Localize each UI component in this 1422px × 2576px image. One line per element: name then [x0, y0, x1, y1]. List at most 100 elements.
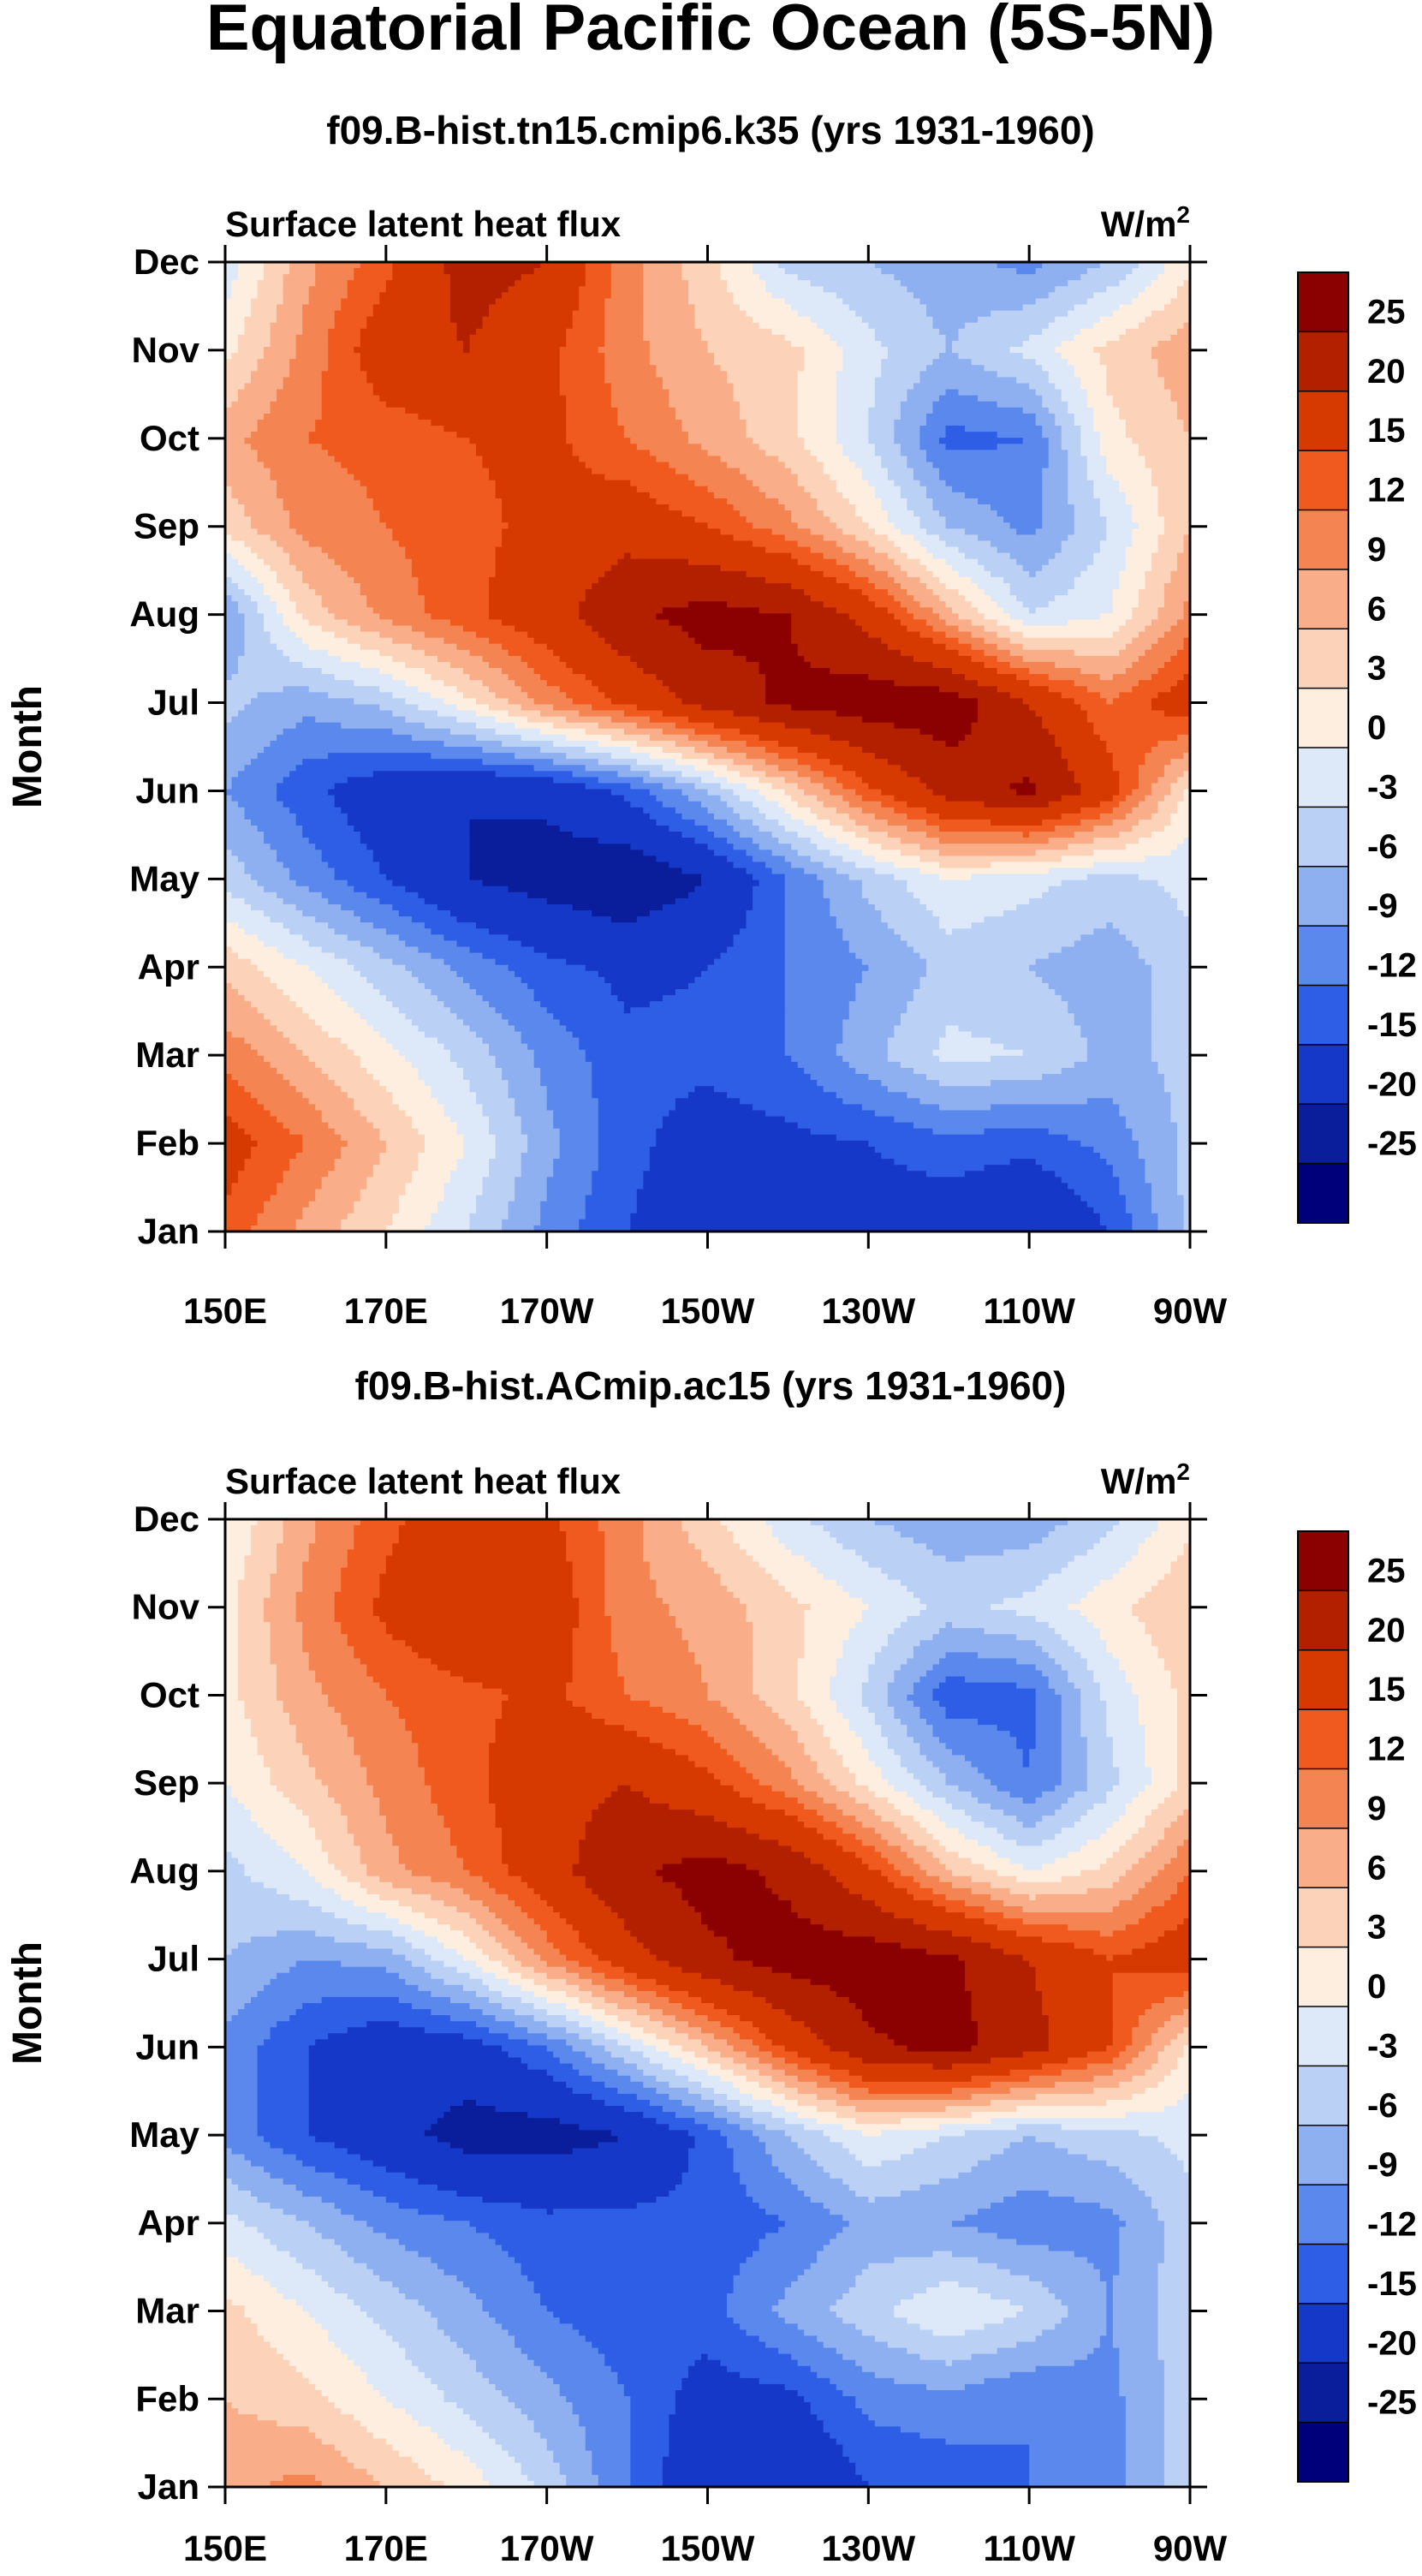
heatmap-cell: [804, 1652, 843, 1660]
heatmap-cell: [579, 1622, 612, 1629]
heatmap-cell: [1042, 328, 1081, 336]
heatmap-cell: [225, 540, 246, 548]
heatmap-cell: [907, 462, 934, 469]
heatmap-cell: [1145, 1755, 1178, 1762]
heatmap-cell: [515, 1930, 548, 1937]
heatmap-cell: [334, 1080, 380, 1087]
heatmap-cell: [347, 286, 387, 293]
heatmap-cell: [1138, 1887, 1178, 1895]
heatmap-cell: [469, 1080, 509, 1087]
heatmap-cell: [1068, 1603, 1133, 1611]
heatmap-cell: [694, 310, 747, 318]
heatmap-cell: [604, 570, 747, 578]
heatmap-cell: [515, 1189, 548, 1196]
heatmap-cell: [225, 347, 239, 354]
heatmap-cell: [315, 1930, 393, 1937]
heatmap-cell: [913, 474, 940, 481]
heatmap-cell: [1068, 589, 1114, 596]
heatmap-cell: [238, 1694, 277, 1702]
heatmap-cell: [778, 838, 812, 844]
heatmap-cell: [244, 1165, 290, 1172]
colorbar-label: 9: [1367, 531, 1386, 569]
heatmap-cell: [334, 322, 367, 330]
heatmap-cell: [681, 274, 722, 281]
heatmap-cell: [610, 292, 644, 300]
heatmap-cell: [1176, 1743, 1191, 1750]
heatmap-cell: [257, 292, 284, 300]
heatmap-cell: [958, 589, 985, 596]
heatmap-cell: [1119, 2166, 1185, 2174]
heatmap-cell: [830, 334, 876, 342]
heatmap-cell: [907, 498, 934, 505]
heatmap-cell: [771, 2051, 799, 2059]
heatmap-cell: [405, 716, 458, 724]
heatmap-cell: [823, 1525, 895, 1532]
heatmap-cell: [1022, 1863, 1043, 1871]
heatmap-cell: [1080, 1846, 1120, 1853]
heatmap-cell: [225, 1887, 277, 1895]
heatmap-cell: [566, 334, 605, 342]
heatmap-cell: [938, 1037, 991, 1045]
heatmap-cell: [449, 292, 503, 300]
heatmap-cell: [907, 801, 985, 808]
heatmap-cell: [1138, 1828, 1165, 1834]
heatmap-cell: [257, 1049, 303, 1057]
heatmap-cell: [1106, 377, 1165, 385]
heatmap-cell: [1119, 1104, 1172, 1112]
heatmap-cell: [225, 1978, 271, 1986]
heatmap-cell: [604, 304, 644, 312]
heatmap-cell: [295, 1219, 342, 1226]
heatmap-cell: [489, 1001, 541, 1008]
heatmap-cell: [861, 1743, 889, 1750]
heatmap-cell: [585, 2051, 612, 2059]
heatmap-cell: [579, 601, 689, 608]
heatmap-cell: [881, 1567, 1062, 1575]
heatmap-cell: [225, 2057, 259, 2065]
heatmap-cell: [334, 1797, 380, 1804]
heatmap-cell: [1086, 1887, 1139, 1895]
heatmap-cell: [308, 1543, 354, 1550]
heatmap-cell: [321, 1779, 367, 1786]
heatmap-cell: [334, 783, 586, 790]
heatmap-cell: [360, 1110, 406, 1118]
heatmap-cell: [836, 1803, 869, 1810]
heatmap-cell: [495, 486, 638, 493]
heatmap-cell: [810, 1978, 966, 1986]
heatmap-cell: [746, 516, 792, 523]
heatmap-cell: [720, 2063, 747, 2071]
heatmap-cell: [225, 2130, 259, 2137]
heatmap-cell: [1125, 1840, 1159, 1846]
heatmap-cell: [1029, 1755, 1062, 1762]
heatmap-cell: [907, 940, 1075, 948]
colorbar-swatch: [1298, 391, 1348, 451]
heatmap-cell: [784, 2130, 824, 2137]
heatmap-cell: [681, 1628, 753, 1635]
heatmap-cell: [1061, 747, 1107, 754]
heatmap-cell: [894, 1025, 947, 1033]
heatmap-cell: [257, 286, 284, 293]
heatmap-cell: [925, 903, 1017, 911]
heatmap-cell: [527, 2063, 574, 2071]
heatmap-cell: [1163, 795, 1185, 802]
heatmap-cell: [360, 643, 413, 651]
heatmap-cell: [270, 401, 323, 408]
heatmap-cell: [938, 874, 973, 881]
heatmap-cell: [1145, 1165, 1178, 1172]
heatmap-cell: [1068, 1640, 1107, 1647]
units-sup: 2: [1176, 1458, 1190, 1485]
heatmap-cell: [295, 528, 393, 535]
heatmap-cell: [289, 516, 380, 523]
heatmap-cell: [733, 395, 799, 402]
heatmap-cell: [1068, 619, 1127, 627]
heatmap-cell: [1042, 1165, 1114, 1172]
heatmap-cell: [868, 1803, 895, 1810]
heatmap-cell: [830, 759, 889, 766]
heatmap-cell: [225, 371, 252, 379]
heatmap-cell: [347, 1875, 380, 1883]
heatmap-cell: [848, 940, 908, 948]
heatmap-cell: [881, 1869, 901, 1877]
heatmap-cell: [334, 989, 380, 996]
heatmap-cell: [225, 1092, 252, 1099]
heatmap-cell: [1086, 686, 1133, 693]
heatmap-cell: [476, 631, 528, 639]
